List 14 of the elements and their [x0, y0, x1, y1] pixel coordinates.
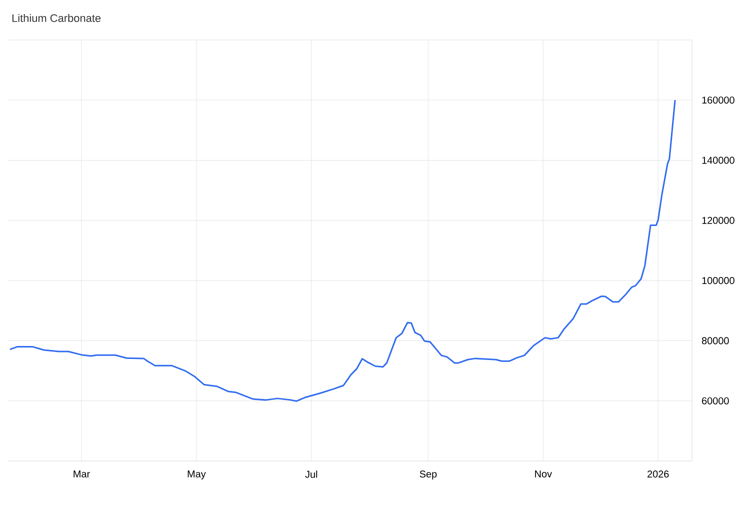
y-tick-label: 120000: [702, 216, 734, 224]
x-tick-label: Jul: [305, 470, 318, 478]
chart-title: Lithium Carbonate: [12, 14, 101, 22]
y-tick-label: 100000: [702, 277, 734, 284]
y-tick-label: 160000: [702, 96, 734, 104]
line-series: [9, 99, 676, 402]
y-tick-label: 140000: [702, 156, 734, 164]
y-tick-label: 80000: [702, 337, 729, 344]
x-tick-label: 2026: [648, 470, 669, 478]
y-tick-label: 60000: [702, 397, 729, 404]
x-tick-label: Mar: [74, 470, 90, 478]
x-tick-label: Nov: [535, 470, 552, 478]
x-tick-label: May: [188, 470, 206, 480]
x-tick-label: Sep: [420, 470, 437, 480]
